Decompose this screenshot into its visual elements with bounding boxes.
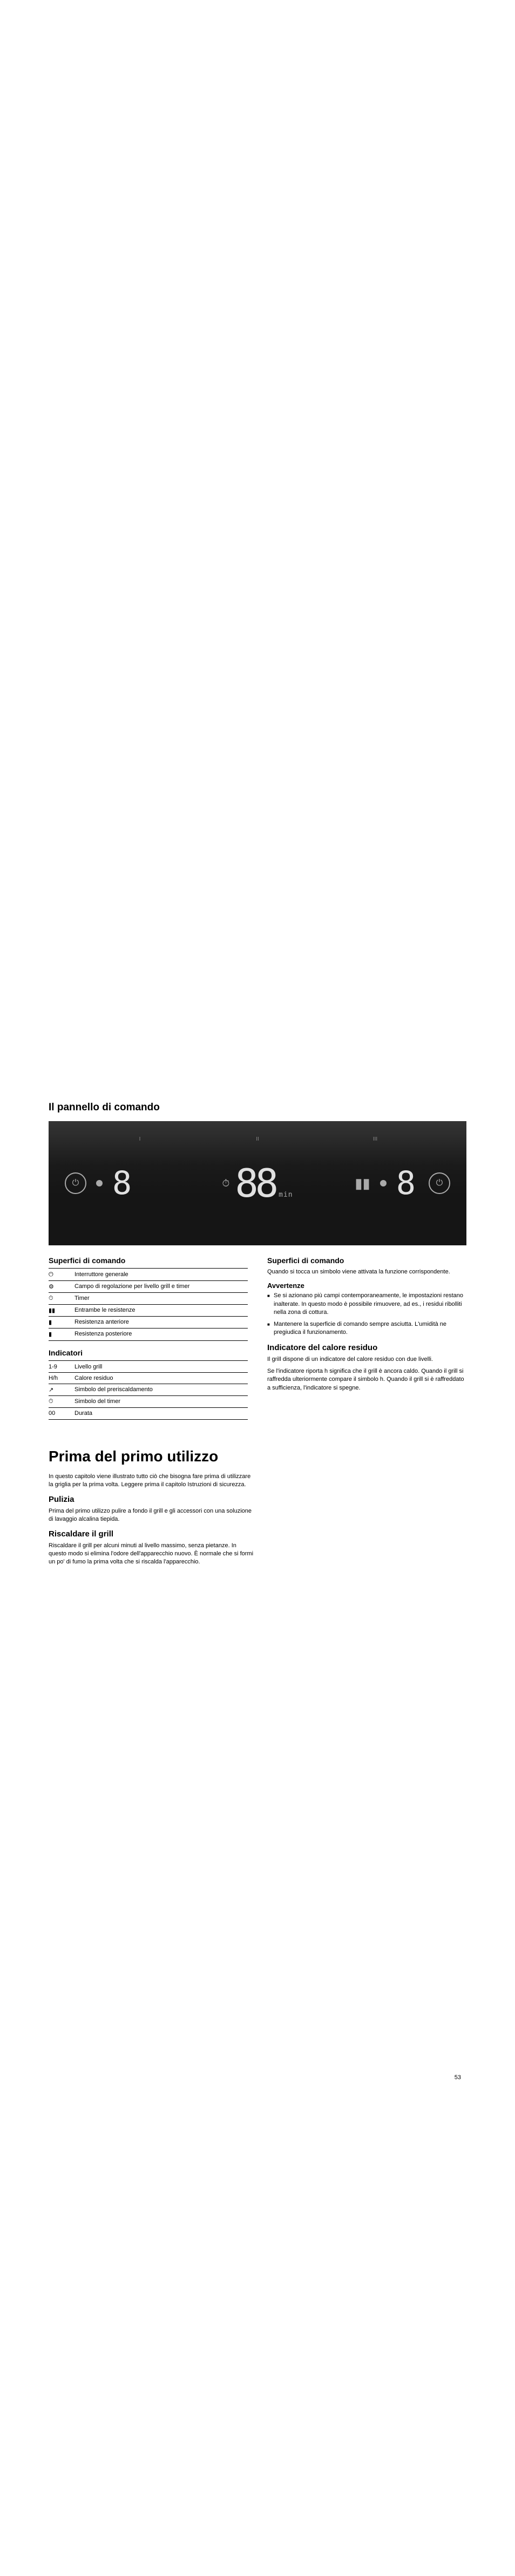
- panel-zone-left: ⏻ 8: [65, 1164, 180, 1202]
- table-row: ⏱Simbolo del timer: [49, 1397, 248, 1407]
- table-row: ▮Resistenza posteriore: [49, 1329, 248, 1339]
- table-row: ▮▮Entrambe le resistenze: [49, 1305, 248, 1316]
- paragraph: Quando si tocca un simbolo viene attivat…: [267, 1268, 466, 1276]
- seg-display-left: 8: [112, 1164, 128, 1202]
- first-use-block: In questo capitolo viene illustrato tutt…: [49, 1473, 253, 1567]
- power-icon: ⏻: [65, 1172, 86, 1194]
- symbol-preheat-icon: ↗: [49, 1386, 74, 1393]
- riscaldare-paragraph: Riscaldare il grill per alcuni minuti al…: [49, 1542, 253, 1567]
- symbol-timer-indicator-icon: ⏱: [49, 1398, 74, 1405]
- table-row: H/hCalore residuo: [49, 1373, 248, 1383]
- table-row: ▮Resistenza anteriore: [49, 1317, 248, 1327]
- heating-bars-icon: ▮▮: [355, 1175, 370, 1192]
- symbol-rear-resistor-icon: ▮: [49, 1331, 74, 1338]
- subtitle-pulizia: Pulizia: [49, 1495, 253, 1504]
- top-whitespace: [49, 59, 466, 1102]
- power-icon: ⏻: [429, 1172, 450, 1194]
- section-title-control-panel: Il pannello di comando: [49, 1102, 466, 1114]
- subtitle-riscaldare: Riscaldare il grill: [49, 1529, 253, 1539]
- subtitle-warnings: Avvertenze: [267, 1282, 466, 1290]
- paragraph: Se l'indicatore riporta h significa che …: [267, 1367, 466, 1392]
- subtitle-residual-heat: Indicatore del calore residuo: [267, 1343, 466, 1352]
- table-title-surfaces: Superfici di comando: [49, 1256, 248, 1265]
- panel-zone-right: ▮▮ 8 ⏻: [335, 1164, 450, 1202]
- table-row: 00Durata: [49, 1408, 248, 1418]
- bullet-item: Se si azionano più campi contemporaneame…: [267, 1292, 466, 1317]
- table-row: ⏱Timer: [49, 1293, 248, 1304]
- symbol-residual-heat-icon: H/h: [49, 1375, 74, 1381]
- table-row: ↗Simbolo del preriscaldamento: [49, 1385, 248, 1395]
- symbol-front-resistor-icon: ▮: [49, 1319, 74, 1326]
- intro-paragraph: In questo capitolo viene illustrato tutt…: [49, 1473, 253, 1489]
- page-number: 53: [49, 2074, 466, 2081]
- pulizia-paragraph: Prima del primo utilizzo pulire a fondo …: [49, 1507, 253, 1524]
- left-column: Superfici di comando ⏻Interruttore gener…: [49, 1256, 248, 1421]
- symbol-timer-icon: ⏱: [49, 1295, 74, 1302]
- table-row: ⏻Interruttore generale: [49, 1270, 248, 1280]
- seg-display-right: 8: [396, 1164, 412, 1202]
- symbol-duration-icon: 00: [49, 1410, 74, 1417]
- panel-zone-mid: ⏱ 88min: [180, 1161, 335, 1206]
- paragraph: Il grill dispone di un indicatore del ca…: [267, 1356, 466, 1364]
- subtitle-surfaces: Superfici di comando: [267, 1256, 466, 1265]
- symbol-both-resistors-icon: ▮▮: [49, 1307, 74, 1314]
- symbol-level-icon: 1-9: [49, 1364, 74, 1370]
- seg-display-mid: 88min: [235, 1161, 293, 1206]
- table-row: ⚙Campo di regolazione per livello grill …: [49, 1282, 248, 1292]
- table-row: 1-9Livello grill: [49, 1362, 248, 1372]
- control-panel-image: I II III ⏻ 8 ⏱ 88min ▮▮ 8 ⏻: [49, 1121, 466, 1245]
- bullet-item: Mantenere la superficie di comando sempr…: [267, 1320, 466, 1337]
- right-column: Superfici di comando Quando si tocca un …: [267, 1256, 466, 1421]
- timer-icon: ⏱: [222, 1178, 229, 1189]
- two-column-layout: Superfici di comando ⏻Interruttore gener…: [49, 1256, 466, 1421]
- symbol-power-icon: ⏻: [49, 1271, 74, 1278]
- table-title-indicators: Indicatori: [49, 1348, 248, 1357]
- symbol-regulation-icon: ⚙: [49, 1283, 74, 1290]
- touch-dot-icon: [380, 1180, 387, 1186]
- touch-dot-icon: [96, 1180, 103, 1186]
- surfaces-table: ⏻Interruttore generale ⚙Campo di regolaz…: [49, 1270, 248, 1341]
- heading-first-use: Prima del primo utilizzo: [49, 1448, 466, 1465]
- indicators-table: 1-9Livello grill H/hCalore residuo ↗Simb…: [49, 1362, 248, 1420]
